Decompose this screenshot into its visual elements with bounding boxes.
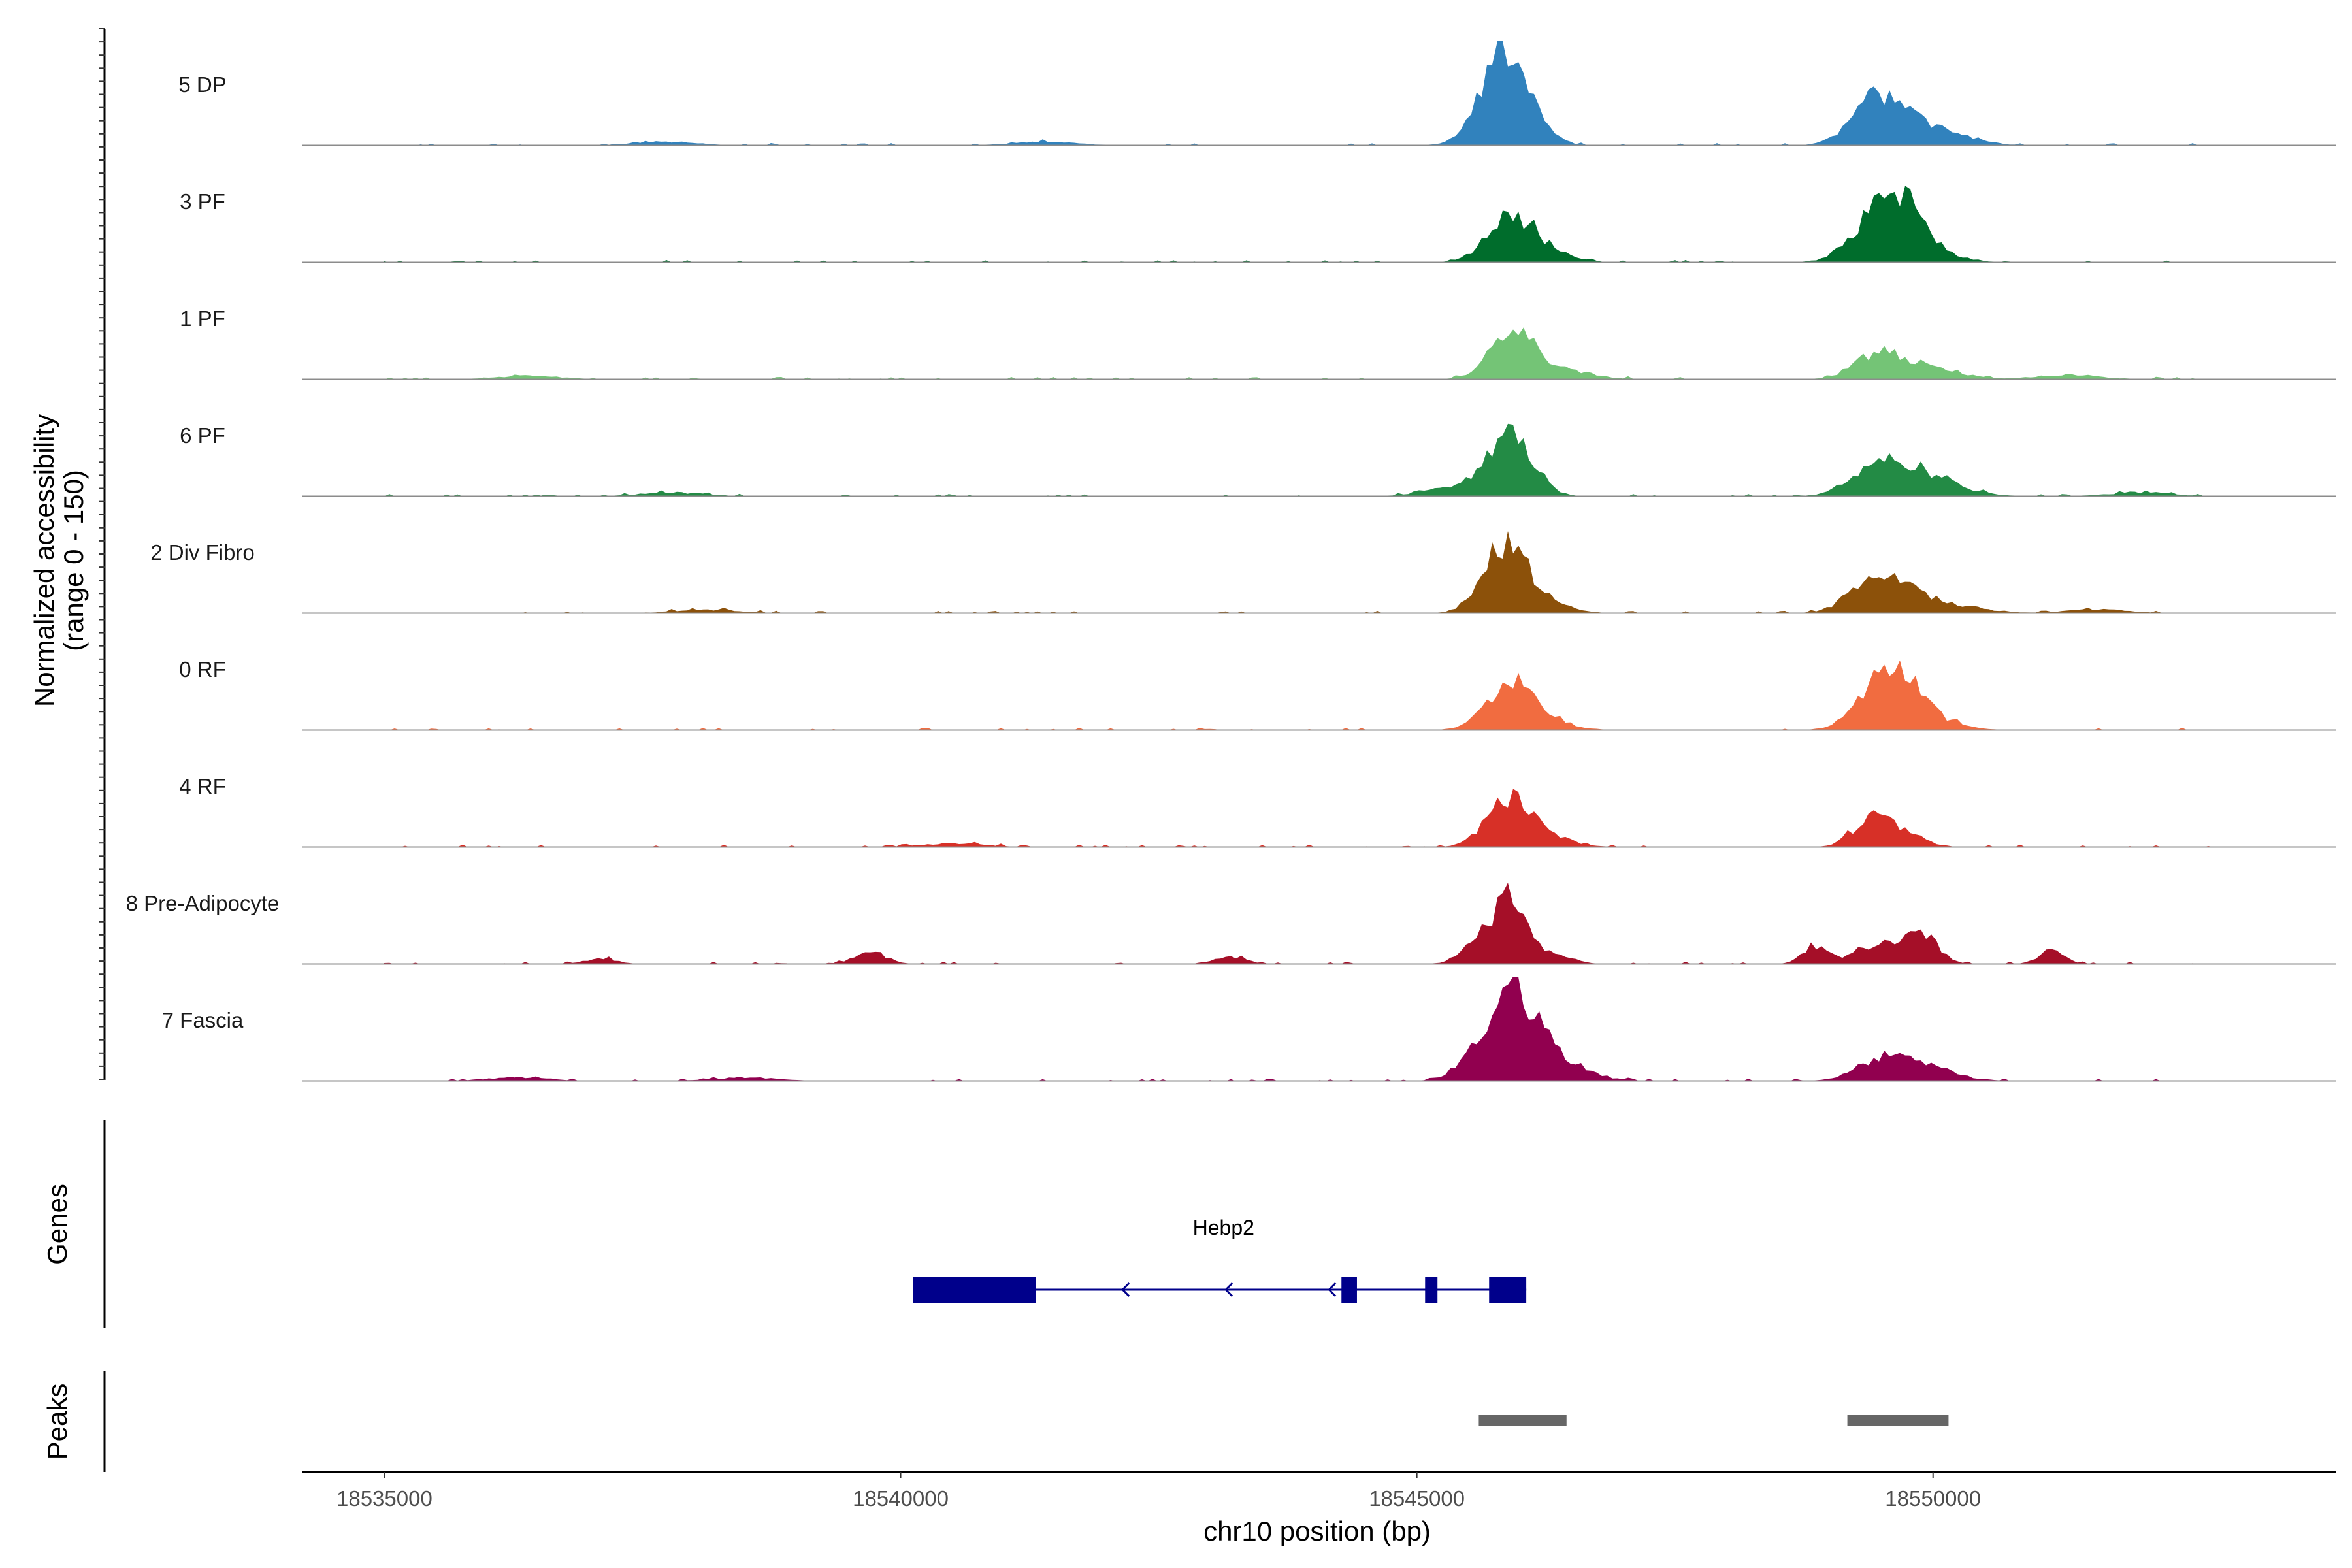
- track-2-div-fibro: 2 Div Fibro: [150, 531, 2336, 614]
- strand-arrow: [1328, 1282, 1337, 1298]
- gene-exon: [1489, 1277, 1527, 1303]
- gene-exon: [1425, 1277, 1438, 1303]
- track-label: 4 RF: [179, 774, 226, 798]
- x-tick-label: 18535000: [336, 1486, 433, 1511]
- track-4-rf: 4 RF: [179, 774, 2336, 848]
- x-axis-title: chr10 position (bp): [1203, 1516, 1431, 1546]
- track-label: 5 DP: [178, 73, 226, 97]
- track-3-pf: 3 PF: [180, 186, 2336, 263]
- track-0-rf: 0 RF: [179, 657, 2336, 731]
- gene-label: Hebp2: [1193, 1216, 1254, 1239]
- strand-arrow: [1224, 1282, 1233, 1298]
- track-6-pf: 6 PF: [180, 423, 2336, 497]
- x-axis: 18535000 18540000 18545000 18550000 chr10 p…: [302, 1471, 2336, 1546]
- coverage-y-ticks: [99, 28, 105, 1080]
- gene-models: Hebp2: [913, 1216, 1527, 1303]
- genes-panel-title: Genes: [42, 1184, 73, 1265]
- peak-region-bar: [1478, 1415, 1567, 1426]
- track-label: 0 RF: [179, 657, 226, 681]
- strand-arrow: [1121, 1282, 1130, 1298]
- x-tick-label: 18545000: [1369, 1486, 1465, 1511]
- genes-panel: Genes Hebp2: [42, 1120, 1527, 1328]
- gene-exon: [1341, 1277, 1357, 1303]
- track-label: 3 PF: [180, 189, 225, 214]
- x-axis-ticks: 18535000 18540000 18545000 18550000: [336, 1472, 1981, 1511]
- coverage-tracks: 5 DP 3 PF 1 PF 6 PF 2 Div Fibro 0 RF 4 RF 8 Pre…: [126, 41, 2336, 1082]
- track-label: 6 PF: [180, 423, 225, 448]
- track-label: 7 Fascia: [162, 1008, 244, 1032]
- gene-hebp2: Hebp2: [913, 1216, 1527, 1303]
- track-7-fascia: 7 Fascia: [162, 977, 2336, 1082]
- track-label: 2 Div Fibro: [150, 540, 255, 564]
- x-tick-label: 18540000: [853, 1486, 949, 1511]
- y-axis-title-line2: (range 0 - 150): [58, 470, 89, 651]
- y-axis-title-line1: Normalized accessibility: [29, 414, 59, 707]
- peaks-panel-title: Peaks: [42, 1384, 73, 1460]
- track-label: 1 PF: [180, 306, 225, 331]
- coverage-y-axis: [99, 28, 106, 1080]
- peak-region-bar: [1847, 1415, 1949, 1426]
- gene-exon: [913, 1277, 1036, 1303]
- peaks-panel: Peaks: [42, 1371, 1949, 1472]
- track-label: 8 Pre-Adipocyte: [126, 891, 280, 915]
- track-1-pf: 1 PF: [180, 306, 2336, 380]
- track-8-pre-adipocyte: 8 Pre-Adipocyte: [126, 883, 2336, 965]
- coverage-area: [384, 883, 2229, 964]
- track-5-dp: 5 DP: [178, 41, 2336, 146]
- peak-regions: [1478, 1415, 1949, 1426]
- x-tick-label: 18550000: [1885, 1486, 1981, 1511]
